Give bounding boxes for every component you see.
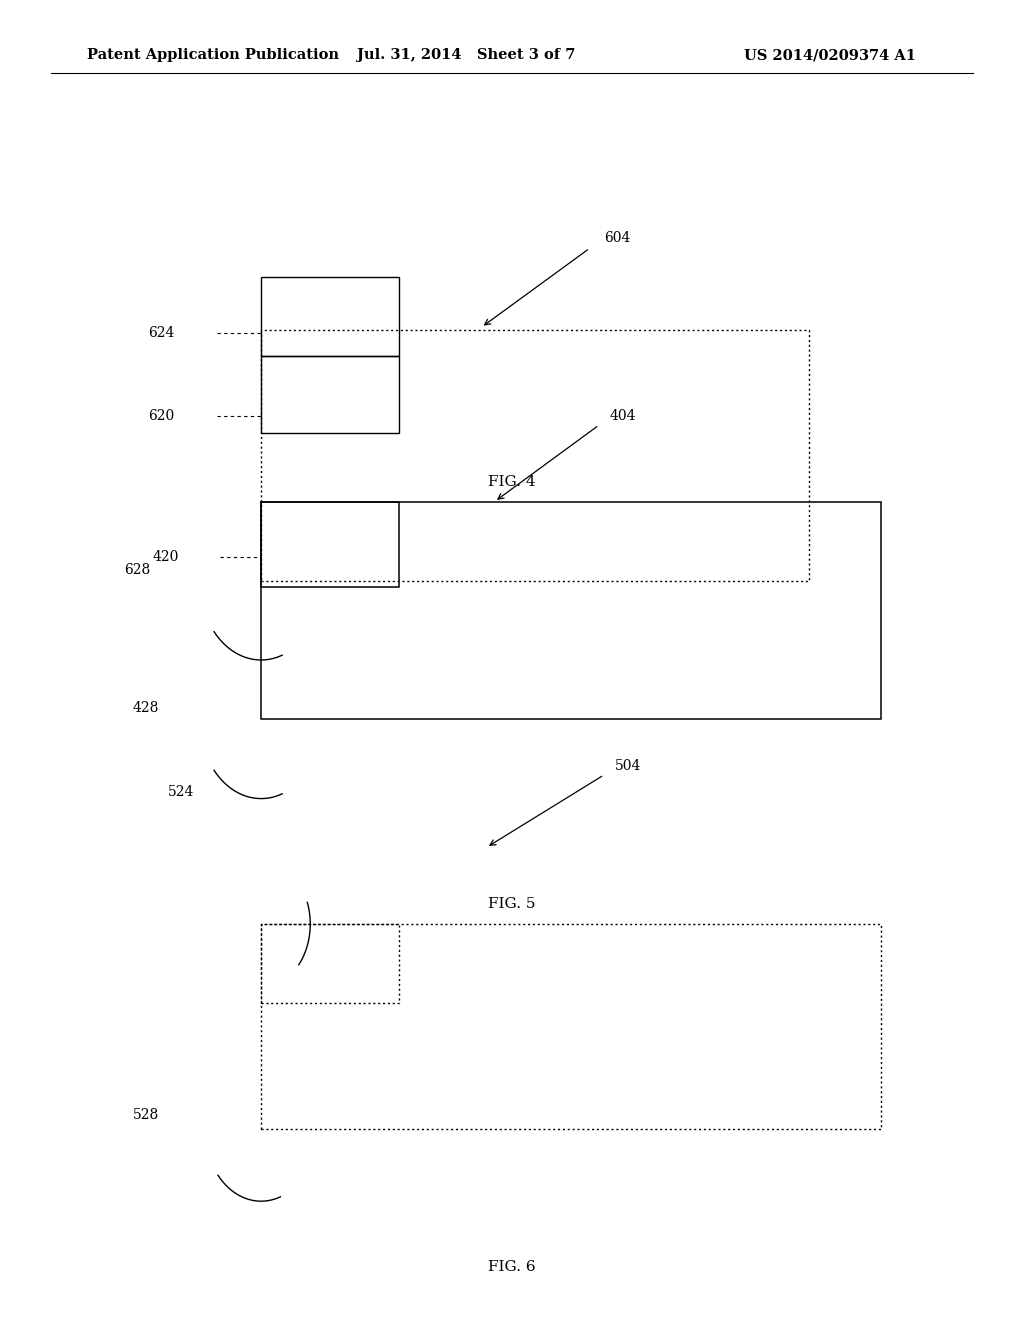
Text: 528: 528 (132, 1109, 159, 1122)
Text: 404: 404 (609, 409, 636, 422)
Text: US 2014/0209374 A1: US 2014/0209374 A1 (744, 49, 916, 62)
Text: 420: 420 (153, 550, 179, 564)
Bar (261, 277, 399, 356)
Bar (261, 924, 399, 1003)
Text: Jul. 31, 2014   Sheet 3 of 7: Jul. 31, 2014 Sheet 3 of 7 (356, 49, 575, 62)
Bar (261, 924, 881, 1129)
Text: 504: 504 (614, 759, 641, 772)
Text: 524: 524 (168, 785, 195, 799)
Text: 628: 628 (124, 564, 151, 577)
Text: 428: 428 (132, 701, 159, 714)
Text: FIG. 6: FIG. 6 (488, 1261, 536, 1274)
Text: 620: 620 (147, 409, 174, 422)
Text: FIG. 4: FIG. 4 (488, 475, 536, 488)
Bar (261, 502, 881, 719)
Bar (261, 502, 399, 587)
Text: 604: 604 (604, 231, 631, 244)
Bar (261, 356, 399, 433)
Text: Patent Application Publication: Patent Application Publication (87, 49, 339, 62)
Text: 624: 624 (147, 326, 174, 339)
Bar (261, 330, 809, 581)
Text: FIG. 5: FIG. 5 (488, 898, 536, 911)
